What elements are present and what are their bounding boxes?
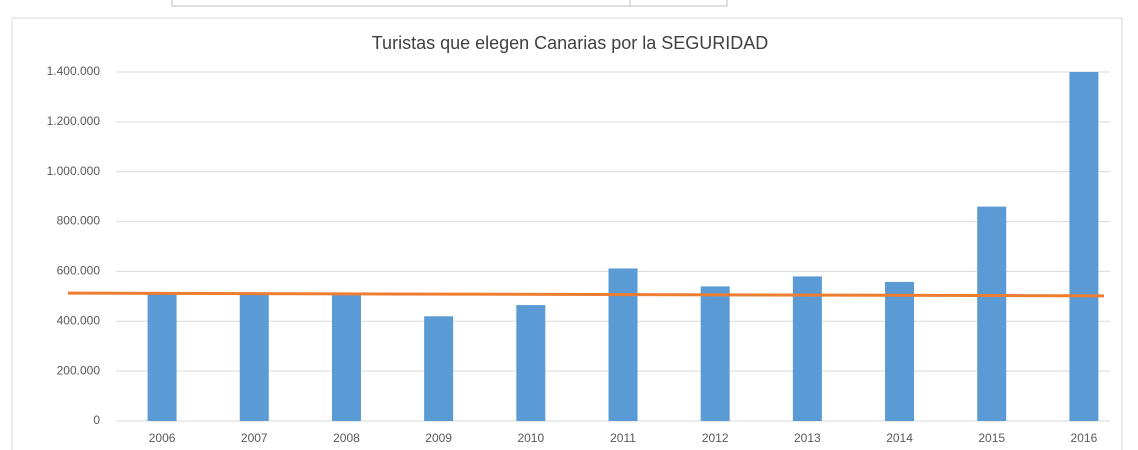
y-tick-label: 200.000 bbox=[57, 363, 101, 377]
x-tick-label: 2009 bbox=[425, 431, 452, 445]
y-tick-label: 600.000 bbox=[57, 264, 101, 278]
bar bbox=[977, 206, 1007, 421]
chart-border bbox=[11, 17, 1123, 450]
x-tick-label: 2016 bbox=[1071, 431, 1098, 445]
toolbar-box bbox=[171, 0, 728, 7]
y-tick-label: 400.000 bbox=[57, 313, 101, 327]
x-tick-label: 2007 bbox=[241, 431, 268, 445]
x-tick-label: 2008 bbox=[333, 431, 360, 445]
x-tick-label: 2015 bbox=[978, 431, 1005, 445]
y-tick-label: 1.000.000 bbox=[47, 164, 101, 178]
x-tick-label: 2006 bbox=[149, 431, 176, 445]
y-tick-label: 1.400.000 bbox=[47, 64, 101, 78]
chart-title: Turistas que elegen Canarias por la SEGU… bbox=[372, 33, 769, 53]
bar bbox=[516, 305, 546, 421]
trend-line bbox=[67, 291, 1105, 298]
x-tick-label: 2011 bbox=[610, 431, 636, 445]
bar bbox=[147, 293, 177, 421]
y-tick-label: 800.000 bbox=[57, 214, 101, 228]
x-tick-label: 2010 bbox=[517, 431, 544, 445]
bar bbox=[700, 286, 730, 421]
bar bbox=[331, 295, 361, 421]
bar bbox=[608, 268, 638, 421]
y-tick-label: 0 bbox=[93, 413, 100, 427]
bar bbox=[1069, 72, 1099, 421]
x-tick-label: 2014 bbox=[886, 431, 913, 445]
x-tick-label: 2013 bbox=[794, 431, 821, 445]
y-tick-label: 1.200.000 bbox=[47, 114, 101, 128]
bar bbox=[792, 276, 822, 421]
x-tick-label: 2012 bbox=[702, 431, 729, 445]
bar bbox=[239, 293, 269, 421]
bar bbox=[885, 281, 915, 421]
bar bbox=[424, 316, 454, 421]
